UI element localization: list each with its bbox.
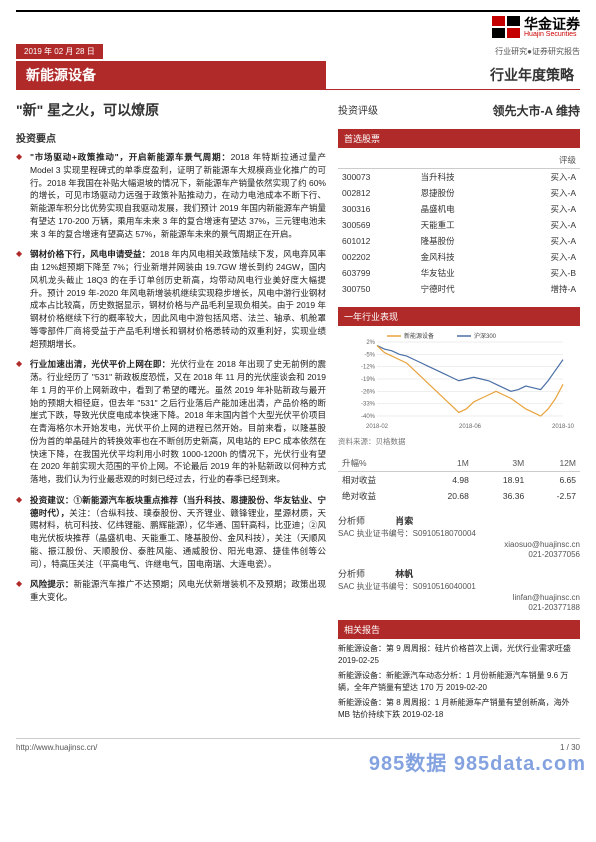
- stocks-table: 评级300073当升科技买入-A002812恩捷股份买入-A300316晶盛机电…: [338, 152, 580, 297]
- logo-en: Huajin Securities: [524, 31, 580, 38]
- related-reports: 新能源设备：第 9 周周报：硅片价格首次上调，光伏行业需求旺盛 2019-02-…: [338, 643, 580, 721]
- related-report-item: 新能源设备：新能源汽车动态分析：1 月份新能源汽车销量 9.6 万辆，全年产销量…: [338, 670, 580, 694]
- sector-name: 新能源设备: [16, 61, 326, 90]
- performance-chart: 2% -5% -12% -19% -26% -33% -40% 2018-02 2018-06 2…: [338, 330, 580, 430]
- point-item: ◆钢材价格下行，风电申请受益：2018 年内风电相关政策陆续下发，风电弃风率由 …: [16, 248, 326, 350]
- title-bar: 新能源设备 行业年度策略: [16, 61, 580, 90]
- point-item: ◆"市场驱动+政策推动"，开启新能源车景气周期：2018 年特斯拉通过量产 Mo…: [16, 151, 326, 240]
- report-date: 2019 年 02 月 28 日: [16, 44, 103, 59]
- returns-table: 升幅%1M3M12M相对收益4.9818.916.65绝对收益20.6836.3…: [338, 455, 580, 504]
- diamond-icon: ◆: [16, 151, 26, 240]
- table-row: 300569天能重工买入-A: [338, 217, 580, 233]
- table-row: 300316晶盛机电买入-A: [338, 201, 580, 217]
- diamond-icon: ◆: [16, 494, 26, 571]
- related-header: 相关报告: [338, 620, 580, 639]
- point-text: 钢材价格下行，风电申请受益：2018 年内风电相关政策陆续下发，风电弃风率由 1…: [30, 248, 326, 350]
- footer-url: http://www.huajinsc.cn/: [16, 743, 97, 752]
- point-item: ◆风险提示：新能源汽车推广不达预期；风电光伏新增装机不及预期；政策出现重大变化。: [16, 578, 326, 604]
- rating-label: 投资评级: [338, 102, 378, 119]
- point-text: 风险提示：新能源汽车推广不达预期；风电光伏新增装机不及预期；政策出现重大变化。: [30, 578, 326, 604]
- related-report-item: 新能源设备：第 9 周周报：硅片价格首次上调，光伏行业需求旺盛 2019-02-…: [338, 643, 580, 667]
- svg-text:2%: 2%: [366, 340, 375, 346]
- svg-text:-40%: -40%: [361, 414, 376, 420]
- svg-text:2018-02: 2018-02: [366, 424, 389, 430]
- svg-text:-33%: -33%: [361, 402, 376, 408]
- table-row: 绝对收益20.6836.36-2.57: [338, 488, 580, 504]
- left-column: "新" 星之火，可以燎原 投资要点 ◆"市场驱动+政策推动"，开启新能源车景气周…: [16, 100, 326, 724]
- chart-source: 资料来源：贝格数据: [338, 436, 580, 447]
- svg-text:-19%: -19%: [361, 377, 376, 383]
- diamond-icon: ◆: [16, 248, 26, 350]
- section-header: 投资要点: [16, 130, 326, 145]
- diamond-icon: ◆: [16, 358, 26, 486]
- logo-cn: 华金证券: [524, 17, 580, 31]
- point-item: ◆行业加速出清，光伏平价上网在即：光伏行业在 2018 年出现了史无前例的震荡。…: [16, 358, 326, 486]
- table-row: 603799华友钴业买入-B: [338, 265, 580, 281]
- svg-text:新能源设备: 新能源设备: [404, 332, 434, 340]
- analyst: 分析师 肖索SAC 执业证书编号：S0910518070004xiaosuo@h…: [338, 514, 580, 559]
- table-row: 002202金风科技买入-A: [338, 249, 580, 265]
- svg-text:2018-10: 2018-10: [552, 424, 575, 430]
- date-bar: 2019 年 02 月 28 日 行业研究●证券研究报告: [16, 44, 580, 59]
- point-text: 投资建议：①新能源汽车板块重点推荐（当升科技、恩捷股份、华友钴业、宁德时代），关…: [30, 494, 326, 571]
- table-row: 002812恩捷股份买入-A: [338, 185, 580, 201]
- table-row: 601012隆基股份买入-A: [338, 233, 580, 249]
- investment-points: ◆"市场驱动+政策推动"，开启新能源车景气周期：2018 年特斯拉通过量产 Mo…: [16, 151, 326, 604]
- logo-mark: [492, 16, 520, 38]
- analyst: 分析师 林帆SAC 执业证书编号：S0910516040001linfan@hu…: [338, 567, 580, 612]
- report-title: "新" 星之火，可以燎原: [16, 100, 326, 120]
- svg-text:2018-06: 2018-06: [459, 424, 482, 430]
- analysts-block: 分析师 肖索SAC 执业证书编号：S0910518070004xiaosuo@h…: [338, 514, 580, 612]
- svg-text:-26%: -26%: [361, 389, 376, 395]
- svg-text:沪深300: 沪深300: [474, 332, 497, 340]
- watermark: 985数据 985data.com: [369, 747, 586, 776]
- diamond-icon: ◆: [16, 578, 26, 604]
- svg-text:-12%: -12%: [361, 365, 376, 371]
- rating-value: 领先大市-A 维持: [492, 102, 580, 119]
- point-text: "市场驱动+政策推动"，开启新能源车景气周期：2018 年特斯拉通过量产 Mod…: [30, 151, 326, 240]
- doc-type: 行业年度策略: [326, 61, 580, 90]
- point-text: 行业加速出清，光伏平价上网在即：光伏行业在 2018 年出现了史无前例的震荡。行…: [30, 358, 326, 486]
- related-report-item: 新能源设备：第 8 周周报：1 月新能源车产销量有望创新高，海外 MB 钴价持续…: [338, 697, 580, 721]
- logo: 华金证券 Huajin Securities: [492, 16, 580, 38]
- header: 华金证券 Huajin Securities: [16, 10, 580, 38]
- stocks-header: 首选股票: [338, 129, 580, 148]
- table-row: 相对收益4.9818.916.65: [338, 472, 580, 489]
- report-type: 行业研究●证券研究报告: [495, 46, 580, 57]
- right-column: 投资评级 领先大市-A 维持 首选股票 评级300073当升科技买入-A0028…: [338, 100, 580, 724]
- table-row: 300073当升科技买入-A: [338, 169, 580, 186]
- perf-header: 一年行业表现: [338, 307, 580, 326]
- rating-row: 投资评级 领先大市-A 维持: [338, 100, 580, 121]
- point-item: ◆投资建议：①新能源汽车板块重点推荐（当升科技、恩捷股份、华友钴业、宁德时代），…: [16, 494, 326, 571]
- svg-text:-5%: -5%: [364, 352, 375, 358]
- table-row: 300750宁德时代增持-A: [338, 281, 580, 297]
